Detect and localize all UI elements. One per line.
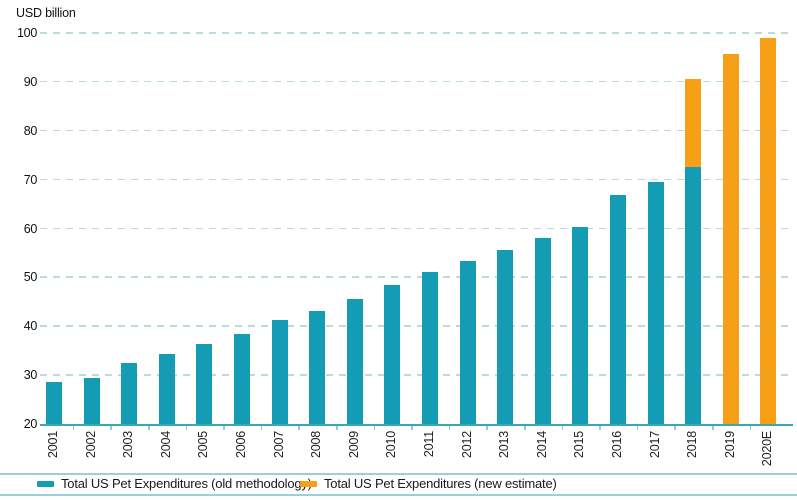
bar-2015-old-methodology: [572, 227, 589, 424]
x-axis-tick: [336, 426, 338, 430]
gridline-50: [40, 276, 793, 278]
y-tick-label-80: 80: [23, 123, 38, 138]
x-axis-tick: [411, 426, 413, 430]
x-tick-label-2008: 2008: [309, 431, 324, 459]
bar-2001-old-methodology: [46, 382, 62, 424]
legend-label-new-estimate: Total US Pet Expenditures (new estimate): [324, 476, 557, 491]
gridline-100: [40, 32, 793, 34]
x-tick-label-2001: 2001: [46, 431, 60, 459]
y-tick-label-60: 60: [23, 221, 38, 236]
x-axis-tick: [712, 426, 714, 430]
legend-swatch-old-methodology: [37, 480, 54, 487]
y-tick-label-100: 100: [17, 26, 37, 40]
y-axis-unit-label: USD billion: [16, 6, 76, 20]
bar-2004-old-methodology: [158, 353, 175, 424]
x-tick-label-2005: 2005: [196, 431, 211, 459]
x-axis-tick: [223, 426, 225, 430]
bar-2017-old-methodology: [647, 182, 664, 424]
y-tick-label-50: 50: [23, 270, 38, 285]
bar-2012-old-methodology: [459, 261, 476, 424]
x-axis-tick: [749, 426, 752, 430]
bar-2005-old-methodology: [196, 344, 213, 424]
x-axis-line: [40, 424, 793, 426]
x-axis-tick: [524, 426, 526, 430]
x-tick-label-2007: 2007: [271, 431, 286, 459]
y-tick-label-40: 40: [23, 319, 38, 334]
bar-2020E-new-estimate: [760, 37, 777, 424]
x-tick-label-2009: 2009: [346, 431, 361, 459]
bar-2013-old-methodology: [497, 249, 514, 424]
gridline-70: [40, 178, 793, 181]
x-tick-label-2011: 2011: [422, 431, 436, 458]
legend-swatch-new-estimate: [300, 480, 317, 487]
bar-2002-old-methodology: [83, 377, 100, 424]
legend-item-old-methodology: Total US Pet Expenditures (old methodolo…: [37, 476, 312, 491]
bar-2016-old-methodology: [610, 195, 626, 424]
y-tick-label-20: 20: [23, 417, 38, 431]
legend-bottom-divider: [0, 494, 797, 496]
x-axis-tick: [486, 426, 488, 430]
legend-item-new-estimate: Total US Pet Expenditures (new estimate): [300, 476, 557, 491]
x-tick-label-2019: 2019: [722, 431, 737, 459]
y-tick-label-90: 90: [23, 74, 38, 89]
y-tick-label-70: 70: [23, 172, 38, 187]
gridline-60: [40, 227, 793, 230]
x-tick-label-2006: 2006: [234, 431, 248, 459]
y-tick-label-30: 30: [23, 368, 38, 383]
gridline-30: [40, 374, 793, 376]
x-tick-label-2002: 2002: [83, 431, 98, 459]
gridline-40: [40, 325, 793, 327]
x-axis-tick: [599, 426, 601, 430]
x-tick-label-2010: 2010: [384, 431, 399, 459]
gridline-80: [40, 129, 793, 132]
x-axis-tick: [185, 426, 188, 430]
bar-2007-old-methodology: [271, 320, 288, 424]
x-axis-tick: [448, 426, 451, 430]
legend-top-divider: [0, 473, 797, 475]
bar-2014-old-methodology: [534, 238, 551, 424]
x-axis-tick: [72, 426, 75, 430]
x-axis-tick: [373, 426, 376, 430]
x-tick-label-2017: 2017: [647, 431, 662, 459]
bar-2008-old-methodology: [309, 310, 326, 424]
x-tick-label-2012: 2012: [459, 431, 474, 459]
bar-2010-old-methodology: [384, 285, 401, 424]
x-tick-label-2003: 2003: [121, 431, 136, 459]
bar-2009-old-methodology: [346, 299, 363, 424]
bar-2006-old-methodology: [234, 333, 250, 424]
x-axis-tick: [110, 426, 112, 430]
x-axis-tick: [298, 426, 300, 430]
x-tick-label-2020E: 2020E: [760, 431, 775, 467]
x-axis-tick: [260, 426, 263, 430]
x-tick-label-2014: 2014: [534, 431, 549, 459]
x-axis-tick: [636, 426, 639, 430]
x-tick-label-2015: 2015: [572, 431, 587, 459]
x-tick-label-2018: 2018: [685, 431, 700, 459]
x-tick-label-2013: 2013: [497, 431, 512, 459]
bar-2018-old-methodology: [685, 166, 702, 424]
bar-2019-new-estimate: [722, 54, 739, 424]
bar-2003-old-methodology: [121, 363, 138, 424]
legend-label-old-methodology: Total US Pet Expenditures (old methodolo…: [61, 476, 312, 491]
x-axis-tick: [148, 426, 150, 430]
bar-2011-old-methodology: [422, 272, 438, 424]
x-tick-label-2004: 2004: [158, 431, 173, 459]
x-tick-label-2016: 2016: [610, 431, 624, 459]
gridline-90: [40, 80, 793, 83]
x-axis-tick: [561, 426, 564, 430]
x-axis-tick: [674, 426, 676, 430]
